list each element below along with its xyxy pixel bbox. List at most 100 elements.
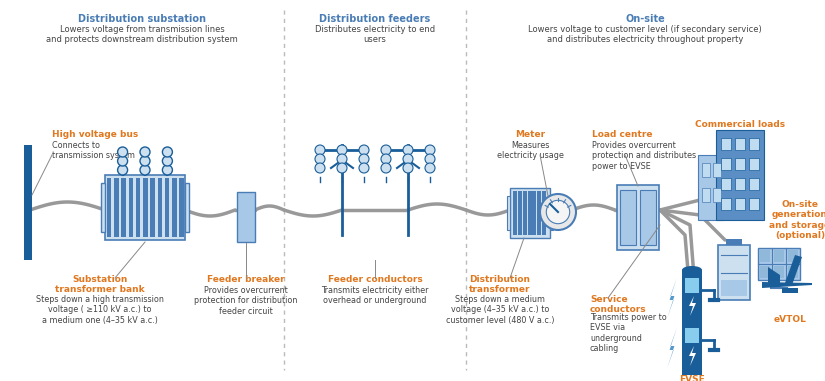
Circle shape	[140, 156, 150, 166]
Bar	[702, 188, 710, 202]
Bar	[721, 158, 731, 170]
Text: Distributes electricity to end
users: Distributes electricity to end users	[315, 25, 435, 45]
Circle shape	[163, 165, 172, 175]
Text: Feeder breaker: Feeder breaker	[207, 275, 285, 284]
Text: Service
conductors: Service conductors	[590, 295, 647, 314]
Text: Distribution
transformer: Distribution transformer	[469, 275, 530, 295]
Text: Steps down a high transmission
voltage ( ≥110 kV a.c.) to
a medium one (4–35 kV : Steps down a high transmission voltage (…	[36, 295, 164, 325]
Text: Provides overcurrent
protection for distribution
feeder circuit: Provides overcurrent protection for dist…	[195, 286, 298, 316]
Bar	[721, 138, 731, 150]
Circle shape	[359, 154, 369, 164]
Ellipse shape	[682, 266, 702, 274]
Text: Meter: Meter	[515, 130, 545, 139]
Bar	[143, 178, 148, 237]
Bar	[749, 158, 759, 170]
Circle shape	[403, 163, 413, 173]
Text: eVTOL: eVTOL	[774, 315, 807, 324]
Bar	[760, 266, 770, 278]
Bar	[185, 183, 189, 232]
Bar	[682, 320, 702, 375]
Bar	[114, 178, 119, 237]
Circle shape	[403, 154, 413, 164]
Bar	[129, 178, 133, 237]
Polygon shape	[689, 346, 696, 366]
Bar	[749, 138, 759, 150]
Bar	[713, 188, 721, 202]
Text: High voltage bus: High voltage bus	[52, 130, 139, 139]
Bar	[735, 198, 745, 210]
Bar	[158, 178, 163, 237]
Circle shape	[315, 145, 325, 155]
Text: Connects to
transmission system: Connects to transmission system	[52, 141, 135, 160]
Bar	[542, 191, 546, 235]
Ellipse shape	[682, 316, 702, 324]
Circle shape	[381, 145, 391, 155]
Bar	[713, 163, 721, 177]
Bar	[101, 183, 105, 232]
Bar	[180, 178, 184, 237]
Bar	[550, 196, 553, 230]
Circle shape	[425, 145, 435, 155]
Bar	[640, 190, 656, 245]
Circle shape	[315, 163, 325, 173]
Circle shape	[118, 147, 128, 157]
Circle shape	[315, 154, 325, 164]
Text: EVSE: EVSE	[679, 375, 705, 381]
Text: Load centre: Load centre	[592, 130, 653, 139]
Bar	[105, 175, 185, 240]
Bar	[513, 191, 517, 235]
Circle shape	[359, 163, 369, 173]
Circle shape	[359, 145, 369, 155]
Bar	[172, 178, 177, 237]
Text: Distribution feeders: Distribution feeders	[319, 14, 431, 24]
Bar	[721, 178, 731, 190]
Circle shape	[140, 165, 150, 175]
Bar	[698, 155, 723, 220]
Bar	[136, 178, 140, 237]
Text: Distribution substation: Distribution substation	[78, 14, 206, 24]
Polygon shape	[667, 328, 676, 368]
Circle shape	[425, 163, 435, 173]
Bar	[782, 288, 798, 293]
Text: Measures
electricity usage: Measures electricity usage	[497, 141, 563, 160]
Bar	[682, 270, 702, 325]
Circle shape	[403, 145, 413, 155]
Circle shape	[337, 154, 347, 164]
Text: Substation
transformer bank: Substation transformer bank	[55, 275, 145, 295]
Bar	[685, 278, 699, 293]
Circle shape	[337, 163, 347, 173]
Bar	[760, 250, 770, 262]
Text: On-site
generation
and storage
(optional): On-site generation and storage (optional…	[770, 200, 825, 240]
Circle shape	[337, 145, 347, 155]
Bar	[507, 196, 510, 230]
Bar	[237, 192, 255, 242]
Bar	[702, 163, 710, 177]
Text: Lowers voltage to customer level (if secondary service)
and distributes electric: Lowers voltage to customer level (if sec…	[528, 25, 761, 45]
Circle shape	[163, 156, 172, 166]
Bar	[716, 130, 764, 220]
Bar	[718, 245, 750, 300]
Text: Lowers voltage from transmission lines
and protects downstream distribution syst: Lowers voltage from transmission lines a…	[46, 25, 238, 45]
Text: Transmits power to
EVSE via
underground
cabling: Transmits power to EVSE via underground …	[590, 313, 667, 353]
Polygon shape	[785, 255, 802, 285]
Text: Commercial loads: Commercial loads	[695, 120, 785, 129]
Bar	[726, 239, 742, 245]
Bar	[165, 178, 169, 237]
Bar	[617, 185, 659, 250]
Polygon shape	[689, 296, 696, 316]
Circle shape	[140, 147, 150, 157]
Bar	[788, 266, 798, 278]
Circle shape	[163, 147, 172, 157]
Bar	[758, 248, 800, 280]
Text: Transmits electricity either
overhead or underground: Transmits electricity either overhead or…	[321, 286, 429, 306]
Circle shape	[540, 194, 576, 230]
Text: Feeder conductors: Feeder conductors	[328, 275, 422, 284]
Bar	[788, 250, 798, 262]
Text: On-site: On-site	[625, 14, 665, 24]
Bar	[518, 191, 522, 235]
Circle shape	[381, 163, 391, 173]
Bar	[721, 198, 731, 210]
Bar	[749, 198, 759, 210]
Polygon shape	[762, 282, 812, 288]
Circle shape	[425, 154, 435, 164]
